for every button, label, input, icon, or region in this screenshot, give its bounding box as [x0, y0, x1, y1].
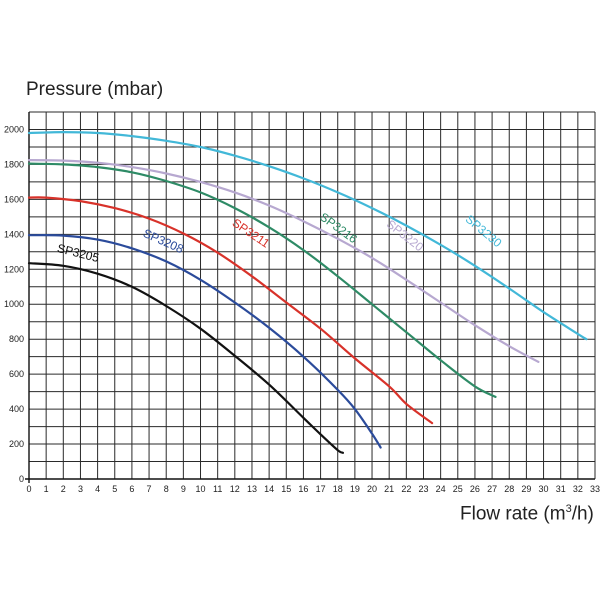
x-tick-label: 27	[487, 484, 497, 494]
series-label-sp3216: SP3216	[317, 210, 360, 247]
x-tick-label: 30	[539, 484, 549, 494]
series-label-sp3211: SP3211	[230, 216, 273, 251]
series-line-sp3230	[27, 130, 588, 341]
x-axis-title-main: Flow rate (m	[460, 503, 566, 525]
x-axis-title-tail: /h)	[571, 503, 594, 525]
series-line-sp3208	[27, 234, 382, 449]
x-tick-label: 25	[453, 484, 463, 494]
x-tick-label: 2	[61, 484, 66, 494]
x-tick-label: 20	[367, 484, 377, 494]
x-tick-label: 18	[333, 484, 343, 494]
x-tick-label: 33	[590, 484, 600, 494]
series-label-sp3220: SP3220	[384, 217, 427, 255]
y-tick-label: 1000	[4, 299, 24, 309]
series-line-sp3205	[27, 262, 344, 454]
y-tick-label: 1600	[4, 194, 24, 204]
x-tick-label: 29	[521, 484, 531, 494]
x-axis-title: Flow rate (m3/h)	[460, 503, 594, 525]
x-tick-label: 28	[504, 484, 514, 494]
x-tick-label: 12	[230, 484, 240, 494]
x-tick-label: 1	[44, 484, 49, 494]
x-tick-label: 19	[350, 484, 360, 494]
y-tick-label: 800	[9, 334, 24, 344]
x-tick-label: 6	[129, 484, 134, 494]
y-tick-label: 1800	[4, 159, 24, 169]
x-tick-label: 11	[213, 484, 222, 494]
y-tick-label: 200	[9, 439, 24, 449]
x-tick-label: 26	[470, 484, 480, 494]
x-tick-label: 4	[95, 484, 100, 494]
x-tick-label: 13	[247, 484, 257, 494]
x-axis-title-superscript: 3	[565, 503, 572, 515]
y-axis-title: Pressure (mbar)	[26, 79, 164, 100]
y-tick-label: 2000	[4, 124, 24, 134]
x-tick-label: 31	[556, 484, 566, 494]
x-tick-label: 8	[164, 484, 169, 494]
x-tick-label: 15	[281, 484, 291, 494]
x-tick-label: 5	[112, 484, 117, 494]
series-label-sp3230: SP3230	[463, 212, 505, 250]
x-tick-label: 22	[401, 484, 411, 494]
x-tick-label: 14	[264, 484, 274, 494]
x-tick-label: 24	[436, 484, 446, 494]
x-tick-label: 17	[316, 484, 326, 494]
x-tick-label: 10	[196, 484, 206, 494]
x-tick-label: 21	[384, 484, 394, 494]
y-tick-label: 1200	[4, 264, 24, 274]
y-tick-label: 600	[9, 369, 24, 379]
x-tick-label: 9	[181, 484, 186, 494]
x-tick-label: 7	[147, 484, 152, 494]
series-line-sp3220	[27, 159, 540, 363]
x-tick-label: 23	[418, 484, 428, 494]
series-label-sp3205: SP3205	[56, 241, 101, 265]
y-tick-label: 1400	[4, 229, 24, 239]
x-tick-label: 3	[78, 484, 83, 494]
y-tick-label: 0	[19, 474, 24, 484]
x-tick-label: 32	[573, 484, 583, 494]
series-line-sp3211	[27, 196, 434, 425]
x-tick-label: 16	[298, 484, 308, 494]
y-tick-label: 400	[9, 404, 24, 414]
x-tick-label: 0	[26, 484, 31, 494]
series-line-sp3216	[27, 162, 497, 398]
